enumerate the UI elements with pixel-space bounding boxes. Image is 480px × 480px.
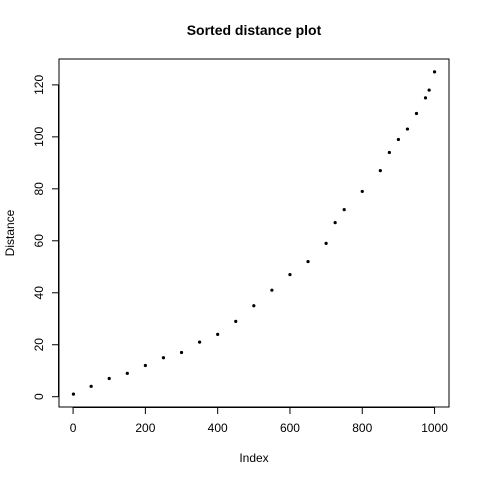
data-point: [197, 340, 202, 344]
data-point: [405, 127, 410, 131]
data-point: [324, 241, 328, 245]
data-point: [71, 392, 76, 396]
data-point: [432, 70, 437, 74]
plot-frame: [58, 58, 450, 408]
data-point: [125, 371, 129, 375]
data-point: [179, 350, 184, 355]
y-tick-label: 120: [32, 75, 46, 95]
x-tick-label: 600: [280, 421, 300, 435]
data-points: [71, 70, 437, 396]
data-point: [252, 304, 256, 308]
y-axis-label: Distance: [3, 209, 17, 256]
data-point: [387, 150, 391, 155]
data-point: [423, 96, 428, 100]
x-tick-label: 200: [135, 421, 155, 435]
data-point: [427, 88, 431, 92]
x-tick-label: 400: [208, 421, 228, 435]
data-point: [216, 332, 220, 336]
data-point: [143, 363, 147, 368]
x-tick-label: 0: [70, 421, 77, 435]
data-point: [107, 376, 111, 381]
y-tick-label: 0: [32, 393, 46, 400]
data-point: [396, 137, 401, 142]
data-point: [414, 111, 419, 116]
y-axis: 0 20 40 60 80 100 120: [32, 75, 59, 400]
data-point: [89, 384, 93, 388]
data-point: [333, 221, 337, 225]
data-point: [378, 169, 382, 173]
chart-title: Sorted distance plot: [187, 22, 322, 38]
data-point: [342, 208, 346, 212]
y-tick-label: 60: [32, 234, 46, 248]
y-tick-label: 80: [32, 182, 46, 196]
y-tick-label: 100: [32, 127, 46, 147]
data-point: [306, 259, 310, 264]
data-point: [270, 288, 274, 292]
x-axis-label: Index: [239, 451, 268, 465]
data-point: [234, 319, 238, 323]
data-point: [288, 272, 292, 277]
y-tick-label: 40: [32, 286, 46, 300]
y-tick-label: 20: [32, 338, 46, 352]
x-tick-label: 1000: [421, 421, 448, 435]
x-tick-label: 800: [352, 421, 372, 435]
data-point: [161, 356, 166, 360]
x-axis: 0 200 400 600 800 1000: [70, 407, 448, 435]
data-point: [360, 189, 364, 194]
